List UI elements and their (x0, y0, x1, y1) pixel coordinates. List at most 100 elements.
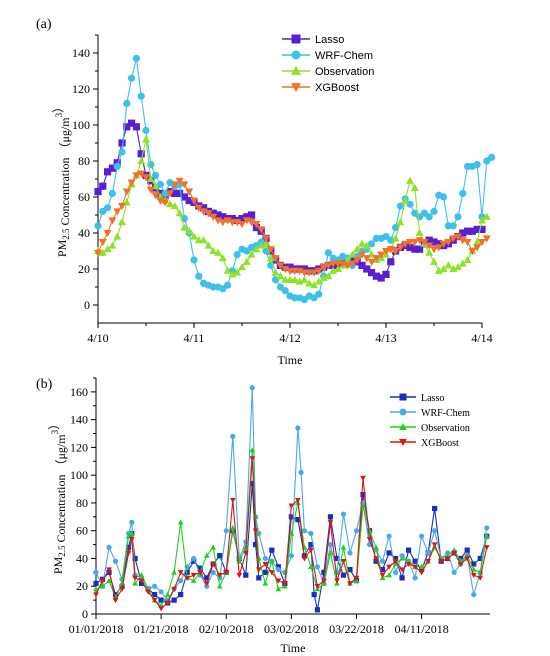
data-point (451, 569, 457, 575)
data-point (164, 591, 171, 597)
data-point (123, 99, 131, 107)
legend: Lasso WRF-Chem Observation XGBoost (390, 393, 470, 449)
data-point (314, 277, 323, 285)
data-point (209, 209, 217, 217)
data-point (459, 189, 467, 197)
data-point (459, 229, 467, 237)
data-point (301, 556, 308, 562)
legend-label: XGBoost (421, 438, 459, 449)
data-point (444, 556, 451, 562)
data-point (478, 225, 486, 233)
data-point (249, 480, 255, 487)
data-point (180, 223, 189, 231)
data-point (127, 179, 136, 187)
data-point (353, 245, 362, 253)
data-point (93, 592, 99, 598)
y-axis-title-part: Concentration （μg/m (54, 434, 68, 546)
data-point (177, 519, 184, 525)
y-axis-title-part: 3 (50, 429, 60, 434)
data-point (308, 530, 314, 537)
data-point (463, 255, 472, 264)
x-tick-label: 4/11 (184, 331, 205, 345)
data-point (137, 150, 145, 158)
data-point (122, 188, 131, 196)
data-point (377, 274, 385, 282)
legend-label: WRF-Chem (421, 408, 470, 419)
data-point (295, 267, 304, 275)
data-point (419, 566, 425, 573)
data-point (118, 139, 126, 147)
data-point (142, 135, 150, 143)
data-point (295, 497, 301, 504)
data-point (195, 272, 203, 280)
data-point (372, 272, 380, 280)
data-point (353, 575, 360, 581)
data-point (108, 164, 116, 172)
y-axis-title-part: ） (47, 418, 61, 430)
series-line (97, 139, 488, 286)
data-point (360, 475, 366, 481)
data-point (358, 251, 366, 259)
data-point (406, 243, 414, 251)
data-point (248, 211, 256, 219)
data-point (152, 583, 158, 589)
series-line (97, 122, 482, 279)
y-tick-label: 140 (70, 413, 88, 427)
data-point (308, 547, 314, 554)
data-point (314, 584, 321, 590)
data-point (471, 561, 477, 567)
data-point (249, 385, 255, 391)
data-point (271, 255, 280, 263)
data-point (228, 215, 236, 223)
data-point (425, 242, 434, 250)
legend-marker (399, 439, 407, 447)
data-point (158, 597, 164, 603)
data-point (255, 555, 262, 561)
data-point (405, 561, 412, 568)
data-point (177, 570, 184, 576)
data-point (214, 211, 222, 219)
y-tick-label: 100 (70, 468, 88, 482)
data-point (288, 553, 294, 559)
data-point (379, 572, 386, 579)
data-point (171, 586, 178, 593)
x-tick-label: 4/12 (279, 331, 300, 345)
data-point (275, 578, 282, 584)
data-point (236, 572, 243, 579)
data-point (468, 247, 477, 256)
y-axis-title-part: 2.5 (61, 228, 71, 240)
data-point (362, 241, 371, 249)
data-point (269, 547, 275, 553)
data-point (132, 555, 138, 562)
data-point (321, 578, 327, 584)
data-point (203, 552, 210, 558)
data-point (399, 575, 405, 581)
data-point (372, 255, 381, 263)
data-point (468, 227, 476, 235)
data-point (327, 520, 334, 526)
data-point (146, 186, 155, 194)
series-line (95, 450, 488, 607)
data-point (418, 570, 425, 576)
data-point (382, 247, 390, 256)
data-point (252, 541, 259, 548)
data-point (238, 220, 246, 229)
data-point (94, 222, 102, 230)
data-point (482, 212, 491, 220)
data-point (252, 245, 261, 253)
data-point (348, 250, 357, 258)
data-point (217, 553, 223, 559)
data-point (249, 456, 256, 462)
data-point (164, 600, 171, 606)
data-point (98, 248, 107, 256)
data-point (252, 528, 259, 534)
data-point (194, 204, 203, 212)
y-tick-label: 120 (72, 82, 90, 96)
data-point (137, 92, 145, 100)
x-tick-label: 01/21/2018 (134, 622, 189, 636)
data-point (425, 213, 433, 221)
data-point (210, 561, 217, 568)
data-point (99, 583, 106, 589)
data-point (430, 238, 438, 246)
